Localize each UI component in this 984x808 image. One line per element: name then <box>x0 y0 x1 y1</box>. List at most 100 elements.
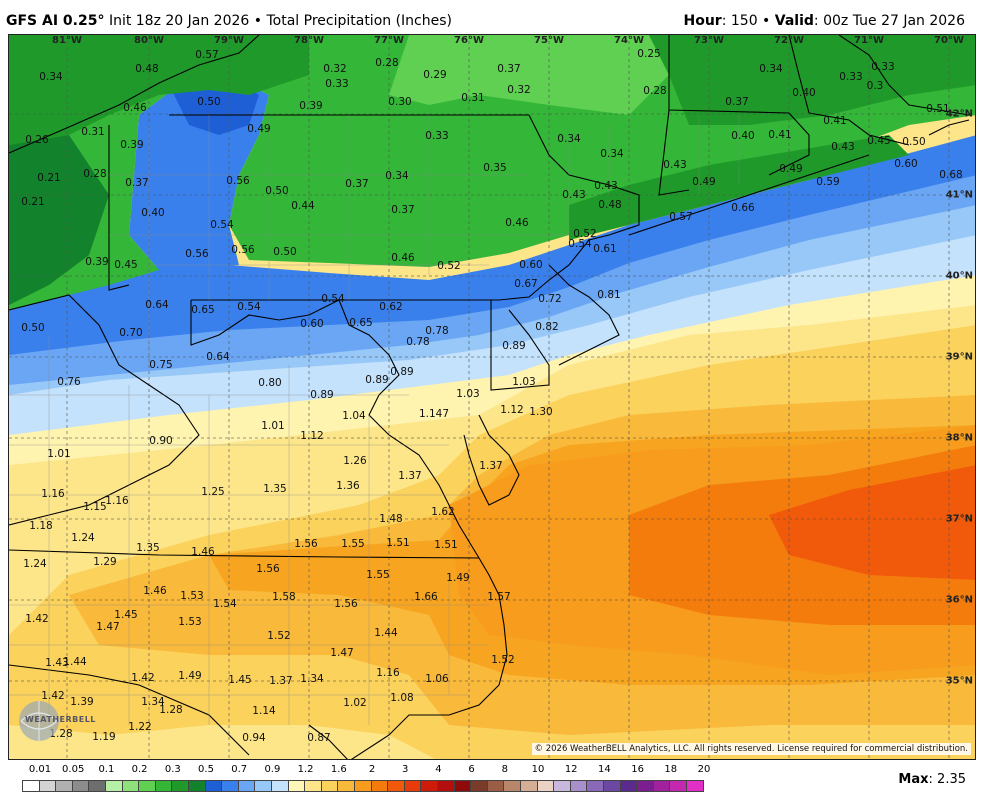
legend-swatch <box>271 780 289 792</box>
legend-swatch <box>171 780 189 792</box>
legend-swatch <box>503 780 521 792</box>
max-label: Max <box>898 772 929 787</box>
lon-label: 74°W <box>614 35 644 46</box>
map-title: GFS AI 0.25° Init 18z 20 Jan 2026 • Tota… <box>6 13 452 29</box>
legend-tick-label: 20 <box>697 764 711 775</box>
header-bar: GFS AI 0.25° Init 18z 20 Jan 2026 • Tota… <box>0 0 984 34</box>
legend-swatch <box>553 780 571 792</box>
legend-tick-label: 12 <box>564 764 578 775</box>
legend-swatch <box>38 780 57 792</box>
lon-label: 76°W <box>454 35 484 46</box>
legend-tick-label: 0.2 <box>131 764 148 775</box>
lat-label: 41°N <box>945 189 973 201</box>
lat-label: 38°N <box>945 432 973 444</box>
lon-label: 77°W <box>374 35 404 46</box>
lon-label: 70°W <box>934 35 964 46</box>
lat-label: 36°N <box>945 594 973 606</box>
legend-swatch <box>669 780 687 792</box>
legend-swatch <box>55 780 73 792</box>
legend-swatch <box>354 780 372 792</box>
legend-swatch <box>304 780 322 792</box>
legend-tick-label: 0.5 <box>198 764 214 775</box>
product-name: Total Precipitation (Inches) <box>266 13 452 29</box>
legend-tick-label: 3 <box>402 764 409 775</box>
max-value: Max: 2.35 <box>898 772 966 787</box>
legend-swatch <box>437 780 455 792</box>
legend-tick-label: 18 <box>664 764 678 775</box>
legend-swatch <box>536 780 555 792</box>
hour-label: Hour <box>683 13 722 29</box>
lat-label: 39°N <box>945 351 973 363</box>
lon-label: 71°W <box>854 35 884 46</box>
legend-swatch <box>686 780 704 792</box>
legend-swatch <box>105 780 123 792</box>
legend-swatch <box>320 780 339 792</box>
legend-swatch <box>652 780 671 792</box>
lon-label: 75°W <box>534 35 564 46</box>
valid-time: 00z Tue 27 Jan 2026 <box>823 13 965 29</box>
legend-tick-label: 0.3 <box>164 764 181 775</box>
precip-map-graphic <box>9 35 975 759</box>
legend-swatch <box>453 780 472 792</box>
legend-swatch <box>121 780 140 792</box>
legend-tick-label: 0.1 <box>98 764 115 775</box>
legend-swatch <box>287 780 306 792</box>
legend-swatch <box>569 780 588 792</box>
legend-tick-label: 8 <box>501 764 508 775</box>
precip-map: 81°W 80°W 79°W 78°W 77°W 76°W 75°W 74°W … <box>8 34 976 760</box>
model-name: GFS AI 0.25° <box>6 13 105 29</box>
lat-label: 40°N <box>945 270 973 282</box>
legend-swatch <box>470 780 488 792</box>
legend-swatch <box>221 780 239 792</box>
legend-swatch <box>71 780 90 792</box>
copyright-notice: © 2026 WeatherBELL Analytics, LLC. All r… <box>531 743 971 755</box>
legend-swatch <box>420 780 438 792</box>
legend-swatch <box>619 780 638 792</box>
legend-tick-label: 1.6 <box>330 764 347 775</box>
valid-label: Valid <box>774 13 814 29</box>
logo-text: WEATHERBELL <box>25 715 96 724</box>
logo-globe-icon <box>19 701 59 741</box>
legend-swatch <box>370 780 389 792</box>
lat-label: 37°N <box>945 513 973 525</box>
legend-tick-label: 0.7 <box>231 764 248 775</box>
legend-swatch <box>337 780 355 792</box>
legend-tick-label: 0.05 <box>62 764 85 775</box>
legend-swatch <box>520 780 538 792</box>
legend-swatch <box>254 780 272 792</box>
lon-label: 73°W <box>694 35 724 46</box>
lat-label: 35°N <box>945 675 973 687</box>
lon-label: 80°W <box>134 35 164 46</box>
legend-tick-label: 10 <box>531 764 545 775</box>
legend-tick-label: 4 <box>435 764 442 775</box>
legend-swatch <box>387 780 405 792</box>
legend-swatch <box>88 780 106 792</box>
valid-time-title: Hour: 150 • Valid: 00z Tue 27 Jan 2026 <box>683 13 965 29</box>
legend-swatch <box>188 780 206 792</box>
legend-swatch <box>22 780 40 792</box>
legend-swatch <box>486 780 505 792</box>
legend-tick-label: 14 <box>598 764 611 775</box>
legend-swatch <box>603 780 621 792</box>
forecast-hour: 150 <box>730 13 758 29</box>
max-number: 2.35 <box>937 772 966 787</box>
legend-tick-label: 0.01 <box>28 764 52 775</box>
lat-label: 42°N <box>945 108 973 120</box>
legend-tick-label: 1.2 <box>297 764 314 775</box>
lon-label: 72°W <box>774 35 804 46</box>
lon-label: 79°W <box>214 35 244 46</box>
init-time: Init 18z 20 Jan 2026 <box>108 13 250 29</box>
legend-tick-label: 16 <box>631 764 644 775</box>
legend-swatch <box>586 780 604 792</box>
legend-swatch <box>154 780 173 792</box>
legend-swatch <box>204 780 223 792</box>
lon-label: 78°W <box>294 35 324 46</box>
legend-swatch <box>403 780 422 792</box>
legend-swatch <box>237 780 256 792</box>
legend-tick-label: 2 <box>368 764 376 775</box>
legend-tick-label: 6 <box>468 764 475 775</box>
legend-swatch <box>138 780 156 792</box>
legend-swatch <box>636 780 654 792</box>
lon-label: 81°W <box>52 35 82 46</box>
legend-tick-label: 0.9 <box>264 764 281 775</box>
